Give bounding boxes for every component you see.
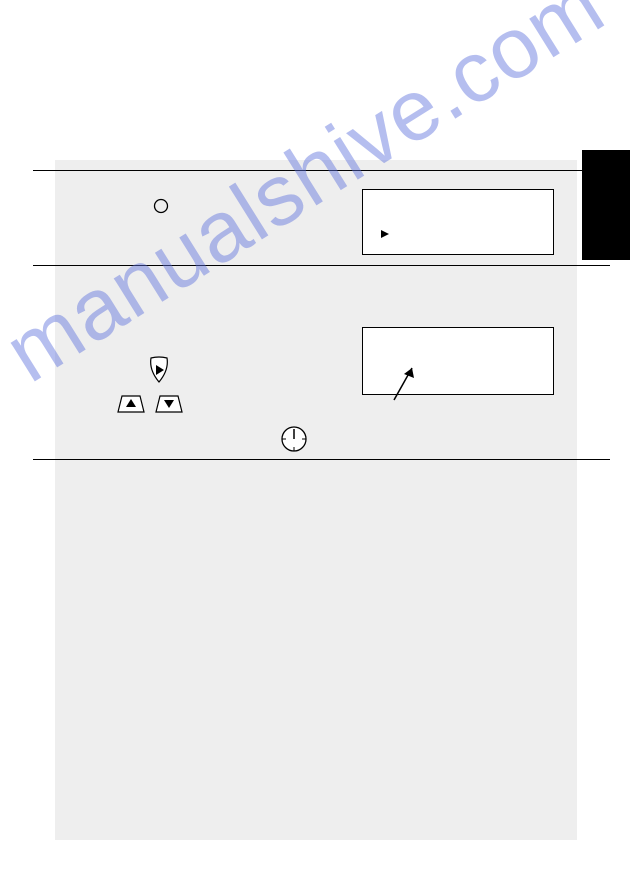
pointer-arrow-icon xyxy=(390,362,426,404)
display-box xyxy=(362,189,554,255)
page-background xyxy=(55,160,577,840)
up-button-icon xyxy=(116,394,146,416)
down-button-icon xyxy=(154,394,184,416)
dial-icon xyxy=(280,425,308,453)
section-tab xyxy=(582,150,630,260)
divider xyxy=(33,170,610,171)
play-triangle-icon xyxy=(381,230,389,238)
divider xyxy=(33,265,610,266)
circle-icon xyxy=(153,198,169,214)
right-button-icon xyxy=(147,356,171,384)
display-content xyxy=(363,190,553,254)
divider xyxy=(33,459,610,460)
